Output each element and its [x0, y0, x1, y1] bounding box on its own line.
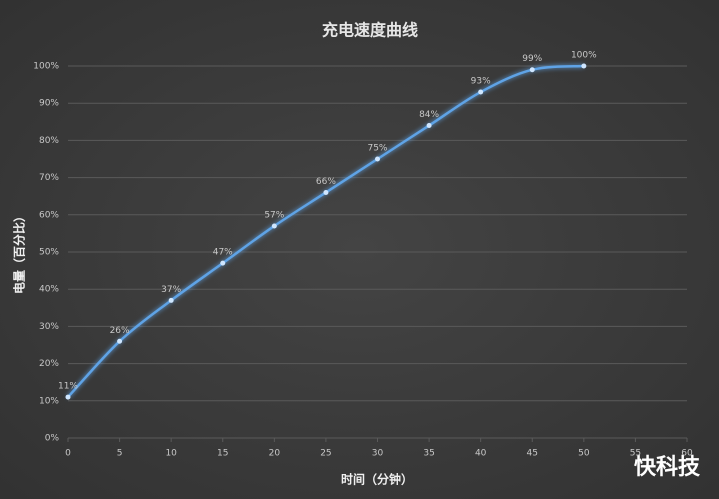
value-label: 47%: [213, 248, 233, 258]
point: [581, 63, 587, 69]
value-label: 99%: [522, 54, 542, 64]
point: [220, 260, 226, 266]
y-tick-label: 90%: [39, 99, 59, 109]
point: [271, 223, 277, 229]
value-label: 75%: [367, 144, 387, 154]
y-tick-label: 30%: [39, 322, 59, 332]
point: [478, 89, 484, 95]
value-label: 100%: [571, 51, 597, 61]
y-tick-label: 60%: [39, 210, 59, 220]
point: [529, 67, 535, 73]
x-tick-label: 10: [165, 449, 177, 459]
y-tick-label: 50%: [39, 248, 59, 258]
x-tick-label: 35: [423, 449, 434, 459]
value-label: 11%: [58, 382, 78, 392]
x-axis-label: 时间（分钟）: [341, 472, 413, 487]
y-tick-label: 0%: [45, 434, 60, 444]
point: [117, 338, 123, 344]
y-tick-label: 10%: [39, 396, 59, 406]
y-tick-label: 40%: [39, 285, 59, 295]
y-axis-label: 电量（百分比）: [12, 210, 27, 294]
x-tick-label: 20: [269, 449, 281, 459]
value-label: 57%: [264, 210, 284, 220]
x-tick-label: 55: [630, 449, 641, 459]
y-tick-label: 20%: [39, 359, 59, 369]
x-tick-label: 0: [65, 449, 71, 459]
value-label: 26%: [110, 326, 130, 336]
chart-title: 充电速度曲线: [322, 21, 418, 40]
x-tick-label: 60: [681, 449, 693, 459]
x-tick-label: 15: [217, 449, 228, 459]
y-tick-label: 70%: [39, 173, 59, 183]
point: [168, 297, 174, 303]
watermark: 快科技: [634, 455, 701, 480]
y-tick-label: 100%: [33, 62, 59, 72]
x-tick-label: 5: [117, 449, 123, 459]
point: [375, 156, 380, 162]
value-label: 93%: [471, 77, 491, 87]
x-tick-label: 30: [372, 449, 384, 459]
point: [426, 123, 432, 129]
x-tick-label: 45: [527, 449, 538, 459]
value-label: 66%: [316, 177, 336, 187]
value-label: 37%: [161, 285, 181, 295]
point: [323, 189, 329, 195]
x-tick-label: 40: [475, 449, 487, 459]
y-tick-label: 80%: [39, 136, 59, 146]
x-tick-label: 50: [578, 449, 590, 459]
x-tick-label: 25: [320, 449, 331, 459]
value-label: 84%: [419, 110, 439, 120]
point: [65, 394, 71, 400]
